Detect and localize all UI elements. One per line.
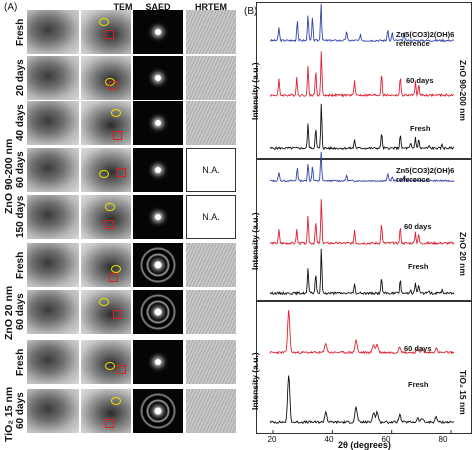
x-axis-label: 2θ (degrees) xyxy=(338,440,391,450)
red-square-marker xyxy=(109,273,118,282)
xrd-chart-3-frame xyxy=(256,301,472,434)
red-square-marker xyxy=(117,365,126,374)
chart2-ylabel: Intensity (a.u.) xyxy=(250,212,260,270)
yellow-circle-marker xyxy=(111,109,121,117)
red-square-marker xyxy=(117,168,126,177)
tem-image-detail xyxy=(81,389,131,433)
tem-image-overview xyxy=(27,56,79,100)
chart3-label-60days: 60 days xyxy=(404,344,432,353)
tem-image-detail xyxy=(81,101,131,145)
yellow-circle-marker xyxy=(105,78,115,86)
chart1-side-label: ZnO 90-200 nm xyxy=(458,60,468,121)
panel-b-label: (B) xyxy=(244,6,258,17)
yellow-circle-marker xyxy=(111,265,121,273)
hrtem-image xyxy=(186,389,236,433)
x-tick-60: 60 xyxy=(381,435,391,444)
hrtem-na-box: N.A. xyxy=(186,195,236,239)
saed-pattern xyxy=(133,56,183,100)
chart3-side-label: TiO₂ 15 nm xyxy=(458,370,468,415)
xrd-line-chart2-2 xyxy=(269,199,455,246)
chart1-label-reference: Zn5(CO3)2(OH)6 reference xyxy=(396,30,454,48)
col-header-saed: SAED xyxy=(145,2,171,12)
red-square-marker xyxy=(109,81,118,90)
saed-pattern xyxy=(133,101,183,145)
xrd-line-chart3-2 xyxy=(269,375,455,425)
xrd-line-chart2-1 xyxy=(269,151,455,183)
hrtem-image xyxy=(186,101,236,145)
yellow-circle-marker xyxy=(99,170,109,178)
xrd-line-chart2-3 xyxy=(269,248,455,296)
hrtem-na-box: N.A. xyxy=(186,148,236,192)
red-square-marker xyxy=(113,131,122,140)
xrd-line-chart1-1 xyxy=(269,3,455,43)
saed-pattern xyxy=(133,243,183,287)
red-square-marker xyxy=(105,220,114,229)
xrd-line-chart1-2 xyxy=(269,51,455,98)
chart2-side-label: ZnO 20 nm xyxy=(458,232,468,276)
xrd-line-chart3-1 xyxy=(269,310,455,355)
tem-image-overview xyxy=(27,195,79,239)
tem-image-detail xyxy=(81,148,131,192)
saed-pattern xyxy=(133,195,183,239)
tem-image-detail xyxy=(81,56,131,100)
tem-image-detail xyxy=(81,10,131,54)
red-square-marker xyxy=(105,419,114,428)
hrtem-image xyxy=(186,10,236,54)
chart3-label-fresh: Fresh xyxy=(408,380,429,389)
chart3-ylabel: Intensity (a.u.) xyxy=(250,352,260,410)
yellow-circle-marker xyxy=(105,362,115,370)
yellow-circle-marker xyxy=(99,298,109,306)
xrd-line-chart1-3 xyxy=(269,103,455,151)
saed-pattern xyxy=(133,10,183,54)
tem-image-overview xyxy=(27,10,79,54)
x-tick-40: 40 xyxy=(324,435,334,444)
saed-pattern xyxy=(133,290,183,334)
chart2-label-reference-text: Zn5(CO3)2(OH)6 reference xyxy=(396,166,455,184)
chart2-label-fresh: Fresh xyxy=(408,262,429,271)
tem-image-detail xyxy=(81,243,131,287)
saed-pattern xyxy=(133,148,183,192)
yellow-circle-marker xyxy=(105,203,115,211)
chart1-ylabel: Intensity (a.u.) xyxy=(250,62,260,120)
chart1-label-fresh: Fresh xyxy=(410,124,431,133)
x-tick-80: 80 xyxy=(438,435,448,444)
xrd-chart-1-frame xyxy=(256,2,472,159)
tem-image-overview xyxy=(27,340,79,384)
col-header-hrtem: HRTEM xyxy=(195,2,227,12)
xrd-chart-2-frame xyxy=(256,159,472,301)
tem-image-overview xyxy=(27,290,79,334)
tem-image-overview xyxy=(27,148,79,192)
tem-image-overview xyxy=(27,101,79,145)
red-square-marker xyxy=(105,30,114,39)
chart2-label-reference: Zn5(CO3)2(OH)6 reference xyxy=(396,166,454,184)
tem-image-detail xyxy=(81,290,131,334)
chart1-label-reference-text: Zn5(CO3)2(OH)6 reference xyxy=(396,30,455,48)
col-header-tem: TEM xyxy=(113,2,133,12)
tem-image-detail xyxy=(81,340,131,384)
hrtem-image xyxy=(186,56,236,100)
tem-image-overview xyxy=(27,389,79,433)
x-tick-20: 20 xyxy=(267,435,277,444)
chart2-label-60days: 60 days xyxy=(404,222,432,231)
saed-pattern xyxy=(133,340,183,384)
hrtem-image xyxy=(186,243,236,287)
hrtem-image xyxy=(186,340,236,384)
red-square-marker xyxy=(113,310,122,319)
chart1-label-60days: 60 days xyxy=(406,76,434,85)
panel-a-label: (A) xyxy=(4,2,18,13)
tem-image-overview xyxy=(27,243,79,287)
hrtem-image xyxy=(186,290,236,334)
yellow-circle-marker xyxy=(111,397,121,405)
yellow-circle-marker xyxy=(99,18,109,26)
tem-image-detail xyxy=(81,195,131,239)
saed-pattern xyxy=(133,389,183,433)
